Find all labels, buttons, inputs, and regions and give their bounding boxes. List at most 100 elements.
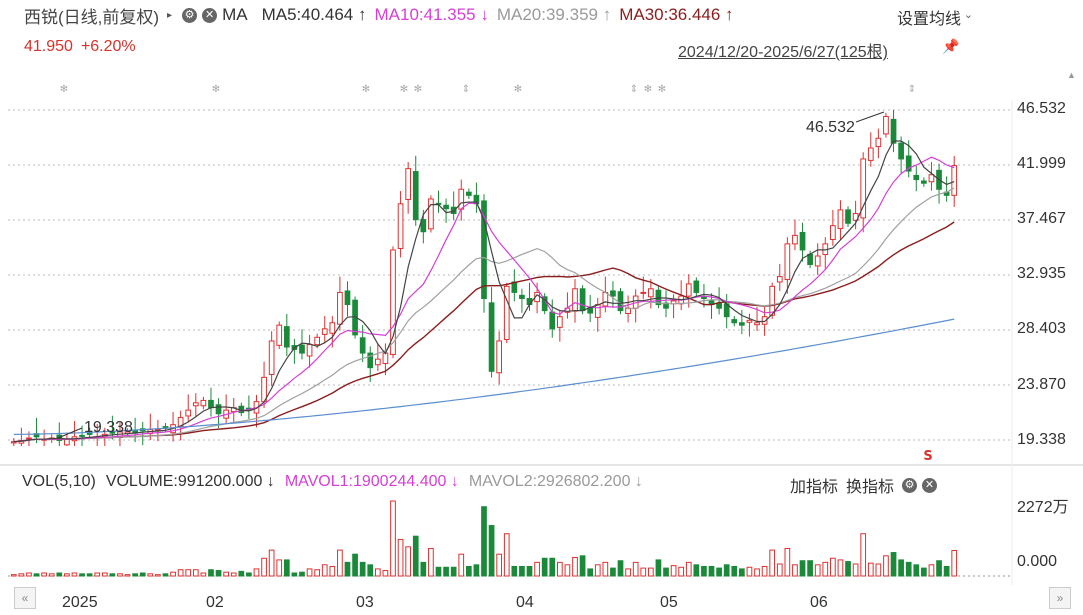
candle-body xyxy=(549,311,556,330)
volume-bar xyxy=(321,564,328,577)
volume-bar xyxy=(731,565,738,577)
low-annotation: 19.338 xyxy=(84,419,133,436)
ma20-line xyxy=(13,187,955,443)
price-axis-label: 41.999 xyxy=(1017,155,1066,172)
candle-body xyxy=(921,180,927,184)
volume-bar xyxy=(94,572,101,577)
expand-arrow-icon[interactable]: ▸ xyxy=(167,9,173,21)
candle-body xyxy=(610,290,616,297)
volume-bar xyxy=(845,561,851,577)
volume-bar xyxy=(670,565,677,577)
candle-body xyxy=(875,137,882,148)
scroll-right-button[interactable]: » xyxy=(1049,587,1071,609)
mavol2-value: MAVOL2:2926802.200 ↓ xyxy=(468,473,643,490)
candle-body xyxy=(640,291,647,294)
volume-bar xyxy=(837,559,844,577)
volume-bar xyxy=(443,566,449,577)
event-marker-icon: ⇕ xyxy=(908,84,916,95)
candle-body xyxy=(337,291,343,325)
volume-bar xyxy=(177,569,184,577)
volume-bar xyxy=(617,560,624,577)
candle-body xyxy=(192,402,199,407)
high-annotation: 46.532 xyxy=(806,119,855,136)
pin-icon[interactable]: 📌 xyxy=(942,38,960,54)
volume-bar xyxy=(314,569,321,577)
volume-bar xyxy=(496,553,503,577)
volume-bar xyxy=(41,572,47,577)
candle-body xyxy=(503,285,510,340)
candle-body xyxy=(465,191,472,196)
volume-bar xyxy=(572,556,578,577)
volume-bar xyxy=(412,535,419,577)
candle-body xyxy=(572,288,578,312)
volume-bar xyxy=(86,573,93,577)
volume-bar xyxy=(883,555,889,577)
candle-body xyxy=(837,209,844,230)
volume-bar xyxy=(784,547,791,577)
candle-body xyxy=(314,336,321,346)
candle-body xyxy=(746,319,753,323)
candle-body xyxy=(685,283,692,297)
volume-bar xyxy=(359,561,366,577)
candle-body xyxy=(329,322,336,334)
close-icon[interactable]: ✕ xyxy=(922,477,938,493)
volume-bar xyxy=(382,570,389,577)
switch-indicator-button[interactable]: 换指标 xyxy=(846,479,895,496)
volume-bar xyxy=(716,567,722,577)
candle-body xyxy=(397,203,404,249)
candle-body xyxy=(913,174,920,181)
mavol1-value: MAVOL1:1900244.400 ↓ xyxy=(284,473,459,490)
volume-bar xyxy=(488,525,495,577)
volume-bar xyxy=(822,561,829,577)
price-axis-label: 23.870 xyxy=(1017,376,1066,393)
period-info: (日线,前复权) xyxy=(58,7,160,27)
volume-bar xyxy=(374,568,381,577)
candle-body xyxy=(905,155,912,172)
vol-title[interactable]: VOL(5,10) xyxy=(22,473,96,490)
scroll-left-button[interactable]: « xyxy=(14,587,36,609)
volume-bar xyxy=(18,573,25,577)
candle-body xyxy=(443,204,449,210)
ma10-value: MA10:41.355 ↓ xyxy=(374,5,489,24)
volume-bar xyxy=(632,561,639,577)
gear-icon[interactable]: ⚙ xyxy=(902,477,918,493)
indicator-controls: 加指标 换指标 ⚙ ✕ xyxy=(790,473,942,497)
volume-bar xyxy=(761,565,768,577)
volume-bar xyxy=(147,573,154,577)
price-axis-label: 37.467 xyxy=(1017,210,1066,227)
date-range[interactable]: 2024/12/20-2025/6/27(125根) xyxy=(678,44,888,61)
volume-bar xyxy=(117,573,123,577)
volume-bar xyxy=(852,563,859,577)
close-icon[interactable]: ✕ xyxy=(202,7,218,23)
candle-body xyxy=(299,344,305,354)
gear-icon[interactable]: ⚙ xyxy=(182,7,198,23)
volume-bar xyxy=(860,533,867,577)
volume-bar xyxy=(109,573,116,577)
ma-label[interactable]: MA xyxy=(222,5,248,24)
chevron-down-icon[interactable]: ⌄ xyxy=(963,9,973,21)
volume-bar xyxy=(329,565,336,577)
volume-bar xyxy=(534,561,540,577)
volume-bar xyxy=(640,567,647,577)
ma-settings-button[interactable]: 设置均线 xyxy=(896,11,961,28)
candle-body xyxy=(883,115,889,135)
volume-bar xyxy=(905,561,912,577)
date-axis-label: 04 xyxy=(516,594,534,611)
volume-bar xyxy=(519,565,525,577)
event-marker-icon: ⇕ xyxy=(630,84,638,95)
event-marker-icon: ✻ xyxy=(644,84,652,95)
candle-body xyxy=(26,437,32,440)
add-indicator-button[interactable]: 加指标 xyxy=(790,479,839,496)
volume-bar xyxy=(792,564,798,577)
volume-bar xyxy=(943,565,950,577)
volume-bar xyxy=(101,572,108,577)
volume-bar xyxy=(230,572,237,577)
volume-bar xyxy=(723,564,730,577)
volume-bar xyxy=(246,572,252,577)
volume-bar xyxy=(56,572,63,577)
volume-bar xyxy=(253,568,260,577)
scroll-up-icon[interactable]: ▲ xyxy=(1067,70,1076,80)
candle-body xyxy=(807,253,813,266)
volume-bar xyxy=(936,560,942,577)
